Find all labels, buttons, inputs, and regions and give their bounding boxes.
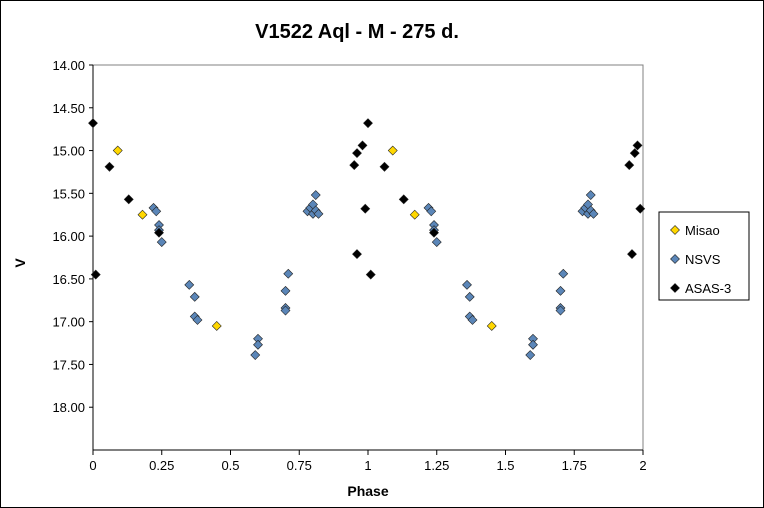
data-point-asas-3 [104, 161, 115, 172]
x-tick-label: 1.5 [496, 458, 514, 473]
data-point-asas-3 [365, 269, 376, 280]
x-tick-label: 0.75 [287, 458, 312, 473]
y-axis: 14.00 14.50 15.00 15.50 16.00 16.50 17.00 17.50… [52, 58, 94, 450]
data-point-asas-3 [632, 140, 643, 151]
data-point-nsvs [555, 305, 566, 316]
y-axis-title: V [12, 258, 28, 268]
data-point-nsvs [555, 285, 566, 296]
x-tick-label: 0 [89, 458, 96, 473]
y-tick-label: 17.50 [52, 357, 85, 372]
data-point-asas-3 [429, 227, 439, 238]
data-point-asas-3 [90, 269, 101, 280]
data-point-nsvs [283, 268, 294, 279]
data-point-nsvs [525, 350, 536, 360]
data-point-asas-3 [352, 249, 362, 260]
data-point-misao [211, 321, 222, 331]
x-tick-label: 1.75 [562, 458, 587, 473]
x-tick-label: 0.25 [149, 458, 174, 473]
data-point-nsvs [588, 208, 599, 219]
y-tick-label: 18.00 [52, 400, 85, 415]
x-axis-title: Phase [347, 483, 388, 499]
data-point-misao [409, 209, 420, 220]
y-tick-label: 15.50 [52, 186, 85, 201]
chart-title: V1522 Aql - M - 275 d. [255, 21, 459, 43]
legend: Misao NSVS ASAS-3 [658, 211, 750, 301]
data-point-asas-3 [627, 249, 637, 260]
x-axis: 0 0.25 0.5 0.75 1 1.25 1.5 1.75 2 [89, 449, 647, 473]
data-point-asas-3 [349, 160, 360, 171]
data-point-nsvs [585, 190, 596, 200]
data-point-nsvs [156, 237, 167, 248]
data-point-asas-3 [360, 203, 371, 214]
data-point-nsvs [310, 190, 321, 200]
y-tick-label: 14.00 [52, 58, 85, 73]
data-point-asas-3 [154, 227, 164, 238]
series-nsvs [148, 190, 599, 360]
plot-area [92, 64, 644, 451]
legend-label: Misao [685, 223, 720, 238]
data-point-asas-3 [629, 148, 640, 159]
data-point-asas-3 [352, 148, 362, 159]
data-point-nsvs [313, 208, 324, 219]
data-point-misao [486, 321, 497, 331]
data-point-nsvs [426, 206, 437, 217]
data-point-nsvs [467, 315, 478, 325]
data-point-nsvs [250, 350, 261, 360]
legend-label: NSVS [685, 252, 721, 267]
data-point-nsvs [464, 291, 475, 302]
data-point-nsvs [462, 279, 472, 290]
data-point-misao [112, 145, 123, 156]
series-misao [112, 145, 497, 331]
x-tick-label: 2 [639, 458, 646, 473]
data-point-nsvs [528, 339, 538, 350]
legend-marker [670, 225, 680, 235]
x-tick-label: 0.5 [221, 458, 239, 473]
data-point-asas-3 [88, 118, 98, 129]
legend-marker [670, 254, 680, 264]
data-point-asas-3 [363, 118, 373, 129]
data-point-asas-3 [123, 194, 134, 205]
data-points [88, 118, 646, 360]
y-tick-label: 15.00 [52, 144, 85, 159]
legend-items: Misao NSVS ASAS-3 [670, 223, 731, 296]
legend-label: ASAS-3 [685, 281, 731, 296]
series-asas-3 [88, 118, 646, 280]
data-point-nsvs [431, 237, 442, 248]
x-tick-label: 1 [364, 458, 371, 473]
data-point-nsvs [189, 291, 200, 302]
y-tick-label: 14.50 [52, 101, 85, 116]
data-point-asas-3 [357, 140, 368, 151]
y-tick-label: 17.00 [52, 315, 85, 330]
data-point-nsvs [253, 339, 263, 350]
data-point-asas-3 [624, 160, 635, 171]
data-point-asas-3 [398, 194, 409, 205]
data-point-misao [387, 145, 398, 156]
data-point-nsvs [184, 279, 195, 290]
data-point-asas-3 [379, 161, 390, 172]
x-tick-label: 1.25 [424, 458, 449, 473]
data-point-nsvs [280, 305, 291, 316]
y-tick-label: 16.50 [52, 272, 85, 287]
data-point-nsvs [151, 206, 162, 217]
data-point-misao [137, 209, 148, 220]
data-point-nsvs [558, 268, 569, 279]
data-point-nsvs [280, 285, 291, 296]
data-point-asas-3 [635, 203, 646, 214]
y-tick-label: 16.00 [52, 229, 85, 244]
data-point-nsvs [192, 315, 203, 325]
legend-marker [670, 283, 680, 293]
